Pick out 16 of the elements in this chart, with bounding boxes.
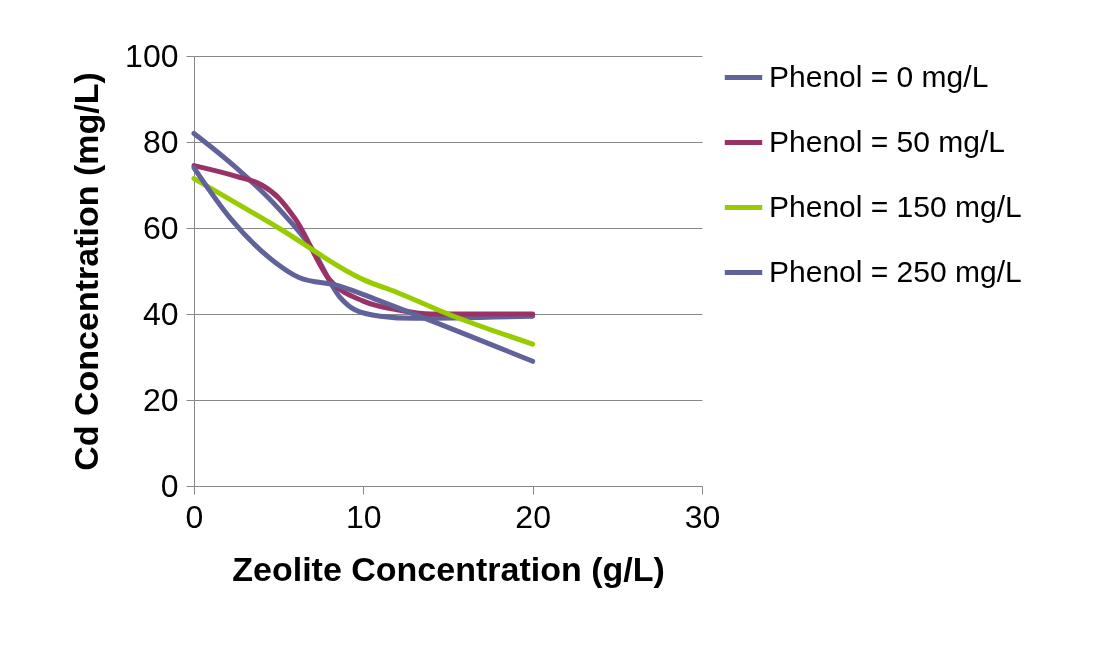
y-tick-label: 100 bbox=[125, 37, 179, 74]
y-axis-title: Cd Concentration (mg/L) bbox=[67, 72, 106, 471]
y-tick-label: 80 bbox=[142, 123, 179, 160]
x-tick-label: 30 bbox=[684, 498, 721, 535]
legend-label: Phenol = 150 mg/L bbox=[769, 189, 1022, 223]
legend-label: Phenol = 50 mg/L bbox=[769, 124, 1006, 158]
x-tick-label: 20 bbox=[515, 498, 551, 535]
x-tick-label: 0 bbox=[185, 498, 204, 535]
x-axis-title: Zeolite Concentration (g/L) bbox=[232, 549, 665, 588]
x-tick-label: 10 bbox=[346, 498, 382, 535]
legend-label: Phenol = 0 mg/L bbox=[769, 59, 989, 93]
y-tick-label: 60 bbox=[142, 209, 179, 246]
legend-label: Phenol = 250 mg/L bbox=[769, 254, 1022, 288]
y-tick-label: 40 bbox=[142, 295, 179, 332]
y-tick-label: 20 bbox=[142, 381, 179, 418]
y-tick-label: 0 bbox=[160, 467, 179, 504]
